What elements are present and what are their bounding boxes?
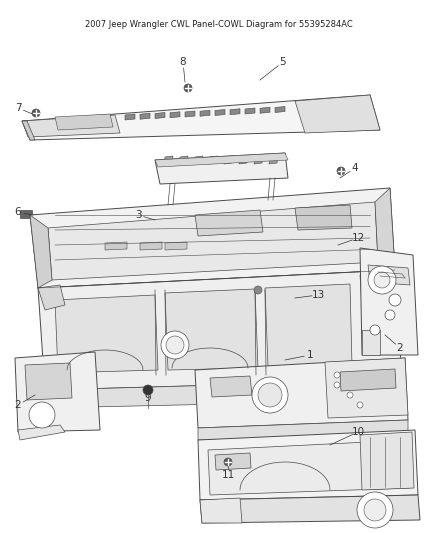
Polygon shape [55,295,158,373]
Polygon shape [25,363,72,400]
Polygon shape [38,285,65,310]
Polygon shape [198,420,408,440]
Polygon shape [22,95,380,140]
Polygon shape [368,265,410,285]
Polygon shape [209,156,218,164]
Text: 1: 1 [307,350,313,360]
Circle shape [389,294,401,306]
Text: 10: 10 [351,427,364,437]
Text: 12: 12 [351,233,364,243]
Circle shape [224,458,232,466]
Text: 11: 11 [221,470,235,480]
Text: 9: 9 [145,393,151,403]
Text: 6: 6 [15,207,21,217]
Text: 2: 2 [397,343,403,353]
Polygon shape [224,156,233,164]
Polygon shape [362,330,380,355]
Polygon shape [210,376,252,397]
Polygon shape [165,242,187,250]
Polygon shape [254,156,263,164]
Circle shape [385,310,395,320]
Polygon shape [208,440,410,495]
Polygon shape [360,270,402,305]
Polygon shape [245,108,255,114]
Circle shape [347,392,353,398]
Text: 3: 3 [135,210,141,220]
Polygon shape [260,107,270,113]
Circle shape [258,383,282,407]
Text: 2: 2 [15,400,21,410]
Polygon shape [38,270,402,390]
Polygon shape [125,114,135,120]
Circle shape [254,286,262,294]
Text: 13: 13 [311,290,325,300]
Circle shape [161,331,189,359]
Polygon shape [194,156,203,164]
Polygon shape [170,112,180,118]
Polygon shape [20,210,32,218]
Polygon shape [200,495,420,523]
Circle shape [32,109,40,117]
Circle shape [29,402,55,428]
Polygon shape [200,110,210,116]
Polygon shape [340,369,396,391]
Polygon shape [164,156,173,164]
Circle shape [143,385,153,395]
Text: 4: 4 [352,163,358,173]
Polygon shape [155,153,288,167]
Text: 7: 7 [15,103,21,113]
Polygon shape [265,284,352,367]
Polygon shape [195,210,263,236]
Polygon shape [215,453,251,470]
Polygon shape [230,109,240,115]
Polygon shape [55,114,113,130]
Text: 5: 5 [280,57,286,67]
Circle shape [166,336,184,354]
Polygon shape [155,112,165,118]
Circle shape [337,167,345,175]
Polygon shape [215,109,225,116]
Polygon shape [155,153,288,184]
Polygon shape [375,188,395,270]
Polygon shape [185,111,195,117]
Polygon shape [200,498,242,523]
Polygon shape [30,188,395,288]
Polygon shape [140,242,162,250]
Circle shape [368,266,396,294]
Polygon shape [179,156,188,164]
Polygon shape [22,115,120,137]
Polygon shape [360,248,418,355]
Circle shape [370,325,380,335]
Circle shape [252,377,288,413]
Polygon shape [18,425,65,440]
Polygon shape [239,156,248,164]
Text: 8: 8 [180,57,186,67]
Polygon shape [198,430,418,500]
Polygon shape [295,95,380,133]
Polygon shape [30,215,52,288]
Polygon shape [295,205,352,230]
Polygon shape [105,242,127,250]
Polygon shape [48,202,378,280]
Circle shape [357,492,393,528]
Polygon shape [195,358,408,428]
Circle shape [357,402,363,408]
Circle shape [334,382,340,388]
Polygon shape [165,289,258,370]
Polygon shape [15,352,100,432]
Text: 2007 Jeep Wrangler CWL Panel-COWL Diagram for 55395284AC: 2007 Jeep Wrangler CWL Panel-COWL Diagra… [85,20,353,29]
Polygon shape [275,107,285,112]
Circle shape [364,499,386,521]
Polygon shape [140,113,150,119]
Polygon shape [22,121,35,140]
Polygon shape [360,432,414,490]
Polygon shape [45,380,402,408]
Circle shape [374,272,390,288]
Polygon shape [269,156,278,164]
Polygon shape [325,358,408,418]
Circle shape [184,84,192,92]
Circle shape [334,372,340,378]
